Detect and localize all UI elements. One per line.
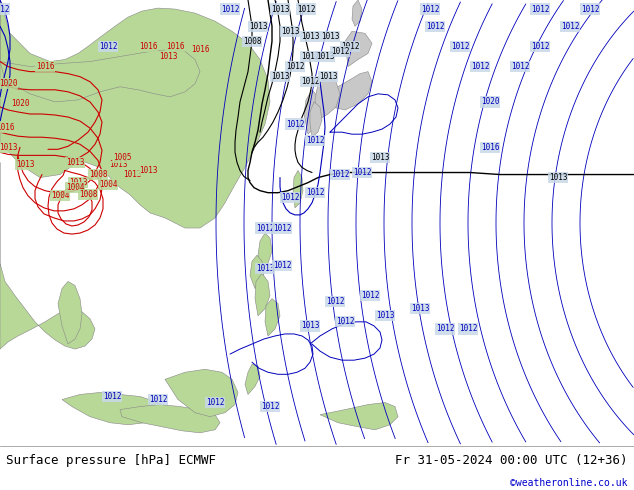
Text: 1016: 1016 bbox=[0, 122, 14, 132]
Text: 1012: 1012 bbox=[301, 52, 320, 61]
Polygon shape bbox=[165, 369, 238, 416]
Text: 1012: 1012 bbox=[149, 395, 167, 404]
Text: 1005: 1005 bbox=[113, 153, 131, 162]
Text: 1012: 1012 bbox=[511, 62, 529, 71]
Text: 1013: 1013 bbox=[256, 264, 275, 273]
Text: 1012: 1012 bbox=[353, 168, 372, 177]
Text: 1012: 1012 bbox=[560, 22, 579, 31]
Text: Fr 31-05-2024 00:00 UTC (12+36): Fr 31-05-2024 00:00 UTC (12+36) bbox=[395, 454, 628, 467]
Text: 1013: 1013 bbox=[0, 143, 17, 152]
Text: 1013: 1013 bbox=[316, 52, 334, 61]
Text: 1012: 1012 bbox=[306, 188, 324, 197]
Text: 1012: 1012 bbox=[331, 47, 349, 56]
Text: 1012: 1012 bbox=[336, 318, 354, 326]
Text: 1016: 1016 bbox=[139, 42, 157, 51]
Text: 1013: 1013 bbox=[271, 4, 289, 14]
Text: 1012: 1012 bbox=[286, 120, 304, 128]
Polygon shape bbox=[0, 0, 270, 228]
Text: 1013: 1013 bbox=[321, 32, 339, 41]
Text: 1012: 1012 bbox=[0, 4, 10, 14]
Text: 1013: 1013 bbox=[371, 153, 389, 162]
Text: 1013: 1013 bbox=[411, 304, 429, 313]
Text: 1012: 1012 bbox=[471, 62, 489, 71]
Text: 1013: 1013 bbox=[319, 72, 337, 81]
Polygon shape bbox=[352, 0, 362, 26]
Text: 1013: 1013 bbox=[249, 22, 268, 31]
Text: 1020: 1020 bbox=[481, 98, 499, 106]
Text: 1012: 1012 bbox=[281, 193, 299, 202]
Text: 1013: 1013 bbox=[271, 72, 289, 81]
Text: 1012: 1012 bbox=[273, 261, 291, 270]
Text: 1013: 1013 bbox=[139, 166, 157, 175]
Text: 1012: 1012 bbox=[436, 324, 454, 333]
Text: 1012: 1012 bbox=[581, 4, 599, 14]
Text: 1012: 1012 bbox=[459, 324, 477, 333]
Polygon shape bbox=[58, 281, 82, 344]
Text: 1012: 1012 bbox=[340, 42, 359, 51]
Text: 1008: 1008 bbox=[89, 170, 107, 179]
Text: 1013: 1013 bbox=[376, 311, 394, 320]
Text: 1016: 1016 bbox=[191, 45, 209, 54]
Text: 1012: 1012 bbox=[256, 223, 275, 233]
Polygon shape bbox=[0, 0, 200, 102]
Text: 1012: 1012 bbox=[99, 42, 117, 51]
Text: 1020: 1020 bbox=[0, 79, 17, 88]
Text: 1012: 1012 bbox=[206, 398, 224, 407]
Polygon shape bbox=[255, 273, 270, 316]
Text: 1013: 1013 bbox=[109, 160, 127, 169]
Text: 1012: 1012 bbox=[361, 291, 379, 300]
Polygon shape bbox=[304, 90, 320, 134]
Polygon shape bbox=[120, 405, 220, 433]
Text: 1013: 1013 bbox=[281, 27, 299, 36]
Text: 1012: 1012 bbox=[426, 22, 444, 31]
Polygon shape bbox=[293, 171, 303, 208]
Text: 1012: 1012 bbox=[261, 402, 279, 411]
Polygon shape bbox=[265, 298, 280, 336]
Polygon shape bbox=[322, 72, 372, 110]
Text: 1004: 1004 bbox=[99, 180, 117, 189]
Text: 1012: 1012 bbox=[297, 4, 315, 14]
Text: 1012: 1012 bbox=[286, 62, 304, 71]
Text: 1012: 1012 bbox=[451, 42, 469, 51]
Polygon shape bbox=[245, 364, 260, 394]
Text: 1004: 1004 bbox=[66, 183, 84, 192]
Text: Surface pressure [hPa] ECMWF: Surface pressure [hPa] ECMWF bbox=[6, 454, 216, 467]
Text: 1013: 1013 bbox=[16, 160, 34, 169]
Polygon shape bbox=[258, 233, 272, 269]
Text: 1012: 1012 bbox=[221, 4, 239, 14]
Text: 1012: 1012 bbox=[421, 4, 439, 14]
Text: 1012: 1012 bbox=[306, 136, 324, 145]
Text: 1013: 1013 bbox=[66, 158, 84, 167]
Text: 1008: 1008 bbox=[243, 37, 261, 46]
Text: 1013: 1013 bbox=[301, 321, 320, 330]
Text: 1016: 1016 bbox=[165, 42, 184, 51]
Text: 1012: 1012 bbox=[531, 42, 549, 51]
Text: 1013: 1013 bbox=[123, 170, 141, 179]
Polygon shape bbox=[345, 31, 372, 67]
Polygon shape bbox=[315, 76, 340, 120]
Polygon shape bbox=[0, 162, 95, 349]
Text: 1013: 1013 bbox=[68, 178, 87, 187]
Polygon shape bbox=[250, 255, 264, 289]
Text: 1008: 1008 bbox=[79, 190, 97, 199]
Text: 1016: 1016 bbox=[36, 62, 55, 71]
Text: 1004: 1004 bbox=[51, 191, 69, 200]
Text: 1012: 1012 bbox=[326, 297, 344, 306]
Text: 1016: 1016 bbox=[481, 143, 499, 152]
Text: 1012: 1012 bbox=[301, 77, 320, 86]
Polygon shape bbox=[62, 392, 165, 425]
Text: 1012: 1012 bbox=[103, 392, 121, 401]
Text: 1012: 1012 bbox=[531, 4, 549, 14]
Text: 1013: 1013 bbox=[549, 173, 567, 182]
Text: 1013: 1013 bbox=[301, 32, 320, 41]
Polygon shape bbox=[320, 403, 398, 430]
Text: 1020: 1020 bbox=[11, 99, 29, 108]
Text: 1012: 1012 bbox=[331, 170, 349, 179]
Text: ©weatheronline.co.uk: ©weatheronline.co.uk bbox=[510, 478, 628, 488]
Polygon shape bbox=[310, 102, 322, 137]
Text: 1012: 1012 bbox=[273, 223, 291, 233]
Text: 1013: 1013 bbox=[158, 52, 178, 61]
